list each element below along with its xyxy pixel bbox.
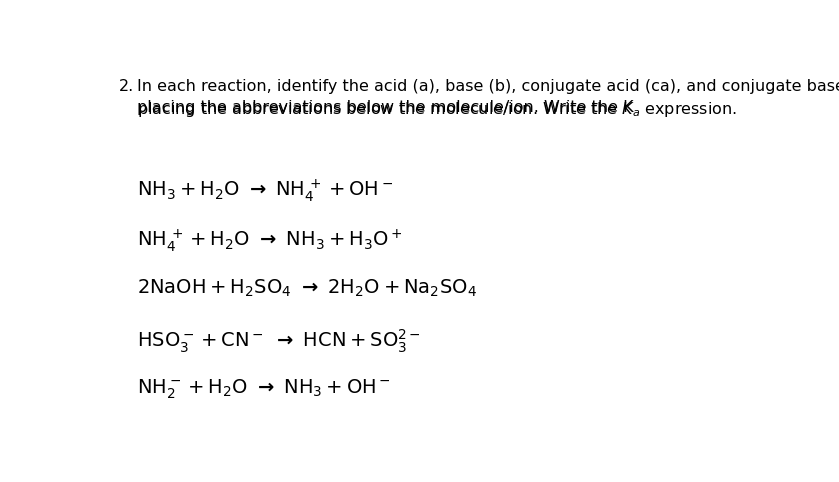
Text: $\mathrm{HSO_3^- + CN^-}$ $\mathbf{\rightarrow}$ $\mathrm{HCN + SO_3^{2-}}$: $\mathrm{HSO_3^- + CN^-}$ $\mathbf{\righ… — [138, 327, 421, 355]
Text: $\mathrm{NH_2^- + H_2O}$ $\mathbf{\rightarrow}$ $\mathrm{NH_3 + OH^-}$: $\mathrm{NH_2^- + H_2O}$ $\mathbf{\right… — [138, 377, 391, 401]
Text: 2.: 2. — [119, 80, 134, 94]
Text: placing the abbreviations below the molecule/ion. Write the K: placing the abbreviations below the mole… — [138, 100, 634, 115]
Text: In each reaction, identify the acid (a), base (b), conjugate acid (ca), and conj: In each reaction, identify the acid (a),… — [138, 80, 839, 94]
Text: placing the abbreviations below the molecule/ion. Write the $K_a$ expression.: placing the abbreviations below the mole… — [138, 100, 737, 119]
Text: $\mathrm{NH_4^{\,+} + H_2O}$ $\mathbf{\rightarrow}$ $\mathrm{NH_3 + H_3O^+}$: $\mathrm{NH_4^{\,+} + H_2O}$ $\mathbf{\r… — [138, 227, 403, 254]
Text: $\mathrm{2NaOH + H_2SO_4}$ $\mathbf{\rightarrow}$ $\mathrm{2H_2O + Na_2SO_4}$: $\mathrm{2NaOH + H_2SO_4}$ $\mathbf{\rig… — [138, 277, 477, 298]
Text: $\mathrm{NH_3 + H_2O}$ $\mathbf{\rightarrow}$ $\mathrm{NH_4^{\,+} + OH^-}$: $\mathrm{NH_3 + H_2O}$ $\mathbf{\rightar… — [138, 177, 393, 204]
